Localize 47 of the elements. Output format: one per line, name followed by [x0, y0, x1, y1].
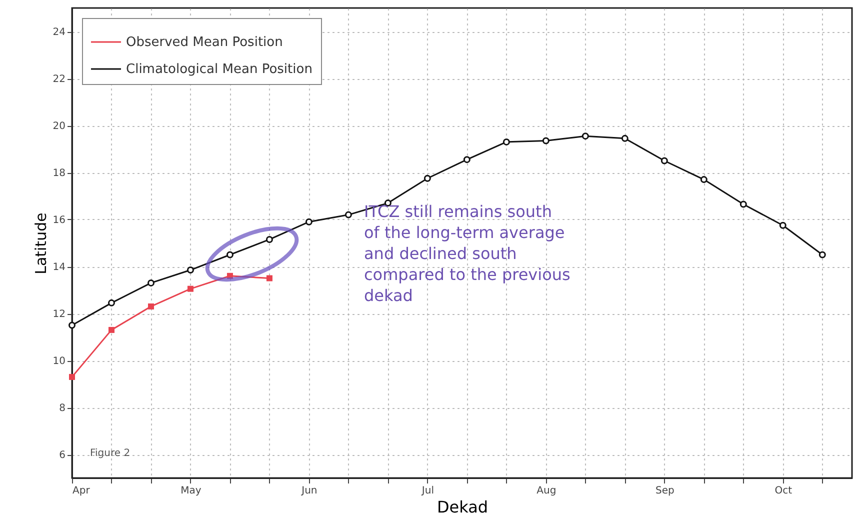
- point: [740, 200, 747, 208]
- x-tick-label: Jul: [420, 486, 434, 496]
- y-tick-label: 6: [59, 450, 66, 461]
- point: [68, 322, 76, 329]
- point: [148, 303, 154, 310]
- point: [542, 137, 550, 144]
- y-tick-label: 16: [52, 215, 66, 226]
- x-tick-label: May: [180, 486, 202, 496]
- point: [502, 138, 510, 146]
- point: [621, 134, 628, 142]
- point: [463, 156, 470, 164]
- point: [305, 218, 312, 226]
- y-tick-label: 14: [52, 262, 66, 273]
- y-tick-label: 10: [52, 356, 66, 367]
- y-tick-label: 8: [59, 403, 66, 414]
- point: [424, 174, 431, 182]
- annotation: ITCZ still remains south of the long-term average and declined south compared to the previous dekad: [364, 202, 570, 305]
- point: [582, 132, 589, 140]
- point: [148, 279, 154, 286]
- point: [108, 299, 115, 306]
- x-tick-label: Oct: [774, 486, 792, 496]
- point: [344, 211, 352, 218]
- y-tick-label: 20: [52, 121, 66, 132]
- x-tick-label: Aug: [536, 486, 556, 496]
- x-tick-label: Sep: [655, 486, 674, 496]
- point: [186, 266, 194, 274]
- point: [700, 176, 708, 184]
- legend-label: Climatological Mean Position: [126, 62, 312, 77]
- point: [779, 222, 786, 229]
- legend-label: Observed Mean Position: [126, 35, 283, 50]
- y-tick-label: 22: [52, 74, 66, 85]
- annotation: Figure 2: [90, 448, 130, 459]
- point: [660, 157, 668, 164]
- point: [818, 251, 826, 258]
- point: [266, 236, 273, 243]
- y-tick-label: 24: [52, 27, 66, 38]
- y-tick-label: 18: [52, 168, 66, 179]
- point: [69, 374, 75, 380]
- point: [108, 326, 114, 333]
- point: [226, 251, 234, 258]
- point: [187, 286, 194, 292]
- y-axis-title: Latitude: [32, 212, 50, 274]
- y-tick-label: 12: [52, 309, 66, 320]
- point: [266, 275, 272, 282]
- x-tick-label: Apr: [72, 486, 91, 496]
- x-axis-title: Dekad: [436, 498, 488, 516]
- x-tick-label: Jun: [300, 486, 318, 496]
